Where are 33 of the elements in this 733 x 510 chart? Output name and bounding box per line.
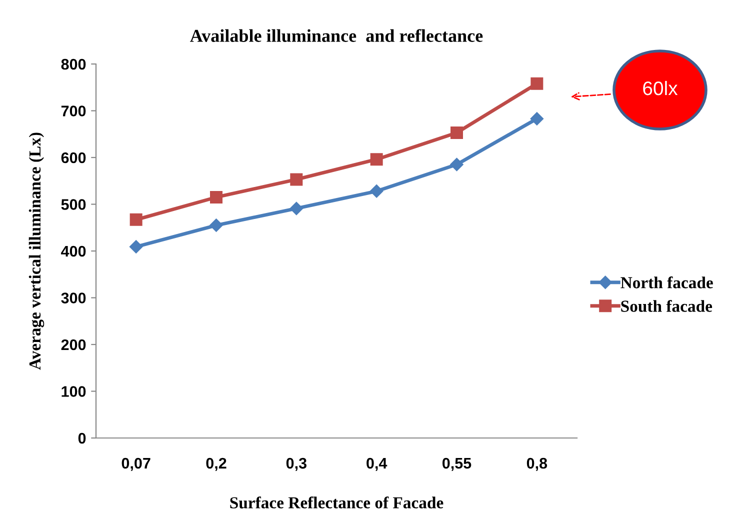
legend-label: South facade (621, 300, 712, 312)
point (370, 153, 383, 166)
x-tick-label: 0,8 (526, 458, 548, 471)
point (450, 126, 463, 139)
chart-title: Available illuminance and reflectance (190, 29, 483, 42)
point (530, 77, 544, 90)
x-tick-label: 0,2 (206, 458, 226, 471)
y-tick-label: 300 (61, 292, 86, 304)
y-tick-label: 100 (62, 386, 86, 397)
y-tick-label: 600 (61, 152, 86, 164)
x-tick-label: 0,4 (366, 458, 388, 471)
y-tick-label: 200 (61, 339, 86, 350)
point (370, 184, 384, 198)
x-axis-title: Surface Reflectance of Facade (230, 496, 444, 508)
point (450, 158, 464, 172)
x-tick-label: 0,55 (442, 458, 472, 471)
point (290, 202, 304, 216)
y-tick-label: 500 (61, 199, 86, 210)
y-tick-label: 800 (61, 58, 86, 70)
legend-label: North facade (620, 276, 713, 288)
x-tick-label: 0,07 (122, 458, 150, 471)
y-tick-label: 700 (61, 106, 86, 116)
y-axis-title: Average vertical illuminance (Lx) (28, 132, 44, 370)
y-tick-label: 0 (78, 432, 86, 444)
point (290, 173, 303, 186)
text: 60lx (643, 80, 678, 96)
point (129, 240, 143, 254)
y-tick-label: 400 (61, 246, 86, 257)
point (210, 190, 222, 204)
point (130, 213, 142, 226)
point (210, 218, 223, 232)
point (530, 112, 544, 126)
x-tick-label: 0,3 (286, 458, 306, 471)
